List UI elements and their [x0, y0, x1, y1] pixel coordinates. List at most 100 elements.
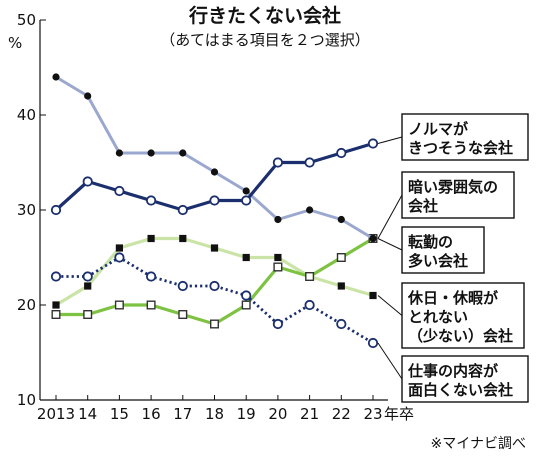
data-point — [50, 271, 62, 282]
data-point — [336, 318, 347, 330]
legend-box — [401, 226, 485, 274]
legend-label: 転勤の — [408, 233, 453, 251]
data-point — [337, 282, 345, 290]
legend-label: 休日・休暇が — [407, 289, 499, 307]
legend-box — [401, 113, 529, 161]
data-point — [177, 280, 188, 292]
data-point — [242, 187, 250, 195]
legend-connector — [377, 194, 403, 239]
y-tick-label: 20 — [17, 296, 36, 314]
legend-label: ノルマが — [408, 120, 469, 138]
data-point — [84, 282, 92, 290]
x-tick-label: 16 — [142, 405, 161, 423]
data-point — [273, 262, 283, 272]
chart-subtitle: （あてはまる項目を２つ選択） — [160, 31, 369, 49]
data-point — [115, 149, 123, 157]
data-point — [83, 310, 93, 320]
data-point — [178, 310, 188, 320]
x-tick-label: 20 — [268, 405, 287, 423]
data-point — [179, 234, 187, 243]
data-point — [147, 149, 155, 157]
x-tick-label: 14 — [78, 405, 97, 423]
data-point — [52, 301, 60, 309]
data-point — [50, 204, 62, 216]
data-point — [209, 195, 220, 206]
legend-label: とれない — [408, 308, 468, 326]
data-point — [369, 291, 377, 300]
legend-connector — [377, 295, 403, 316]
data-point — [146, 195, 157, 206]
source-note: ※マイナビ調べ — [431, 436, 526, 452]
series-line — [56, 256, 374, 345]
legend-connector — [377, 238, 403, 251]
data-point — [177, 204, 188, 216]
legend-label: きつそうな会社 — [408, 139, 513, 157]
legend-label: 多い会社 — [408, 252, 468, 270]
legend-box — [401, 171, 515, 219]
data-point — [146, 300, 156, 310]
data-point — [369, 234, 377, 243]
y-axis-unit: % — [8, 34, 22, 52]
data-point — [241, 290, 252, 301]
legend-box — [401, 355, 529, 403]
x-tick-label: 17 — [173, 405, 192, 423]
data-point — [304, 299, 315, 311]
data-point — [337, 215, 345, 224]
data-point — [115, 244, 123, 252]
legend-connector — [377, 136, 403, 144]
data-point — [114, 252, 125, 263]
axes: 10 20 30 40 50 2013 14 15 16 17 18 19 20 21 22 23 年卒 — [17, 11, 414, 423]
series-1 — [52, 73, 377, 243]
legend-label: （少ない）会社 — [408, 327, 513, 345]
y-tick-label: 30 — [17, 201, 36, 219]
data-point — [305, 272, 315, 282]
legend-layer: ノルマがきつそうな会社暗い雰囲気の会社転勤の多い会社休日・休暇がとれない（少ない… — [377, 113, 529, 403]
series-2 — [51, 233, 378, 329]
data-point — [52, 73, 60, 81]
legend-label: 会社 — [408, 197, 438, 215]
x-tick-label: 2013 — [37, 405, 75, 423]
x-axis-suffix: 年卒 — [384, 405, 414, 423]
data-point — [336, 147, 347, 159]
y-tick-label: 40 — [17, 106, 36, 124]
legend-label: 仕事の内容が — [407, 362, 499, 380]
data-point — [51, 310, 61, 320]
legend-connector — [377, 342, 403, 380]
legend-label: 面白くない会社 — [408, 381, 513, 399]
y-tick-label: 50 — [17, 11, 36, 29]
data-point — [367, 337, 379, 349]
data-point — [179, 149, 187, 157]
legend-label: 暗い雰囲気の — [408, 178, 498, 196]
series-4 — [50, 252, 379, 349]
data-point — [209, 319, 219, 329]
data-point — [210, 244, 219, 252]
data-point — [84, 92, 92, 100]
data-point — [242, 253, 250, 262]
data-point — [304, 157, 315, 168]
data-point — [336, 252, 346, 262]
x-tick-label: 23 — [363, 405, 382, 423]
data-point — [367, 138, 379, 149]
series-0 — [50, 138, 379, 216]
data-point — [209, 280, 220, 292]
legend-box — [401, 282, 525, 349]
data-point — [82, 271, 93, 282]
series-layer — [50, 73, 379, 349]
data-point — [272, 157, 283, 168]
x-tick-label: 15 — [110, 405, 129, 423]
series-3 — [52, 234, 377, 309]
x-tick-label: 21 — [300, 405, 319, 423]
x-tick-label: 18 — [205, 405, 224, 423]
data-point — [306, 206, 314, 214]
data-point — [274, 215, 282, 224]
data-point — [82, 176, 93, 187]
data-point — [114, 300, 124, 310]
data-point — [274, 253, 282, 262]
data-point — [114, 185, 125, 197]
data-point — [272, 318, 283, 330]
